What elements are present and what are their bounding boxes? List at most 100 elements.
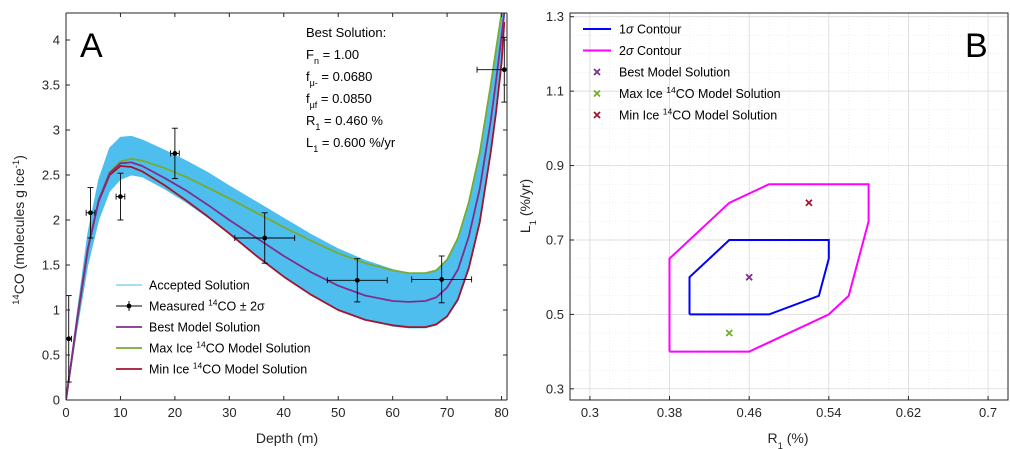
legend-marker	[593, 89, 601, 98]
panel-a-axes	[65, 12, 508, 401]
legend-item-max: Max Ice 14CO Model Solution	[116, 340, 311, 356]
panel-a-ylabel: 14CO (molecules g ice-1)	[11, 155, 28, 305]
measurements	[65, 36, 508, 383]
panel-a-ticks: 0 10 20 30 40 50 60 70 80 0 0.5 1 1.5 2 2.5 3 3.5 4	[42, 13, 509, 420]
measurement-marker	[354, 277, 360, 283]
best-solution-annotation: Best Solution: Fn = 1.00 fμ- = 0.0680 fμf =…	[306, 25, 396, 154]
legend-item-minpt: Min Ice 14CO Model Solution	[593, 107, 777, 123]
panel-a-legend: Accepted Solution Measured 14CO ± 2σ Best …	[116, 279, 311, 377]
measurement-point	[115, 172, 126, 221]
panel-b-axes	[569, 12, 1009, 401]
legend-marker	[593, 111, 601, 119]
y-tick-label: 0.5	[546, 307, 564, 322]
legend-marker	[593, 68, 601, 76]
y-tick-label: 1.5	[42, 258, 60, 273]
annotation-line: L1 = 0.600 %/yr	[306, 135, 396, 154]
legend-label: 1σ Contour	[619, 23, 681, 37]
legend-item-maxpt: Max Ice 14CO Model Solution	[593, 85, 781, 101]
y-tick-label: 3.5	[42, 78, 60, 93]
y-tick-label: 3	[53, 123, 60, 138]
x-marker-stroke	[805, 199, 813, 207]
measurement-point	[476, 36, 508, 103]
panel-a-xlabel: Depth (m)	[256, 430, 318, 446]
x-tick-label: 0.46	[737, 405, 762, 420]
legend-item-measured: Measured 14CO ± 2σ	[116, 298, 265, 314]
measurement-point	[170, 127, 180, 180]
legend-item-accepted: Accepted Solution	[116, 279, 250, 293]
measurement-marker	[501, 67, 507, 73]
measurement-point	[85, 187, 96, 239]
measurement-marker	[66, 336, 72, 342]
x-tick-label: 30	[222, 405, 236, 420]
min-model-line	[66, 21, 506, 400]
x-tick-label: 0.38	[657, 405, 682, 420]
panel-b-frame	[569, 12, 1009, 401]
panel-a-letter: A	[80, 27, 103, 65]
c1-contour-line	[688, 239, 830, 316]
y-tick-label: 2	[53, 213, 60, 228]
model-series	[66, 13, 506, 400]
annotation-line: fμ- = 0.0680	[306, 69, 372, 88]
y-tick-label: 1.1	[546, 84, 564, 99]
x-tick-label: 0	[62, 405, 69, 420]
y-tick-label: 0	[53, 393, 60, 408]
minpt-marker	[805, 199, 813, 207]
measurement-marker	[439, 277, 445, 282]
c2-contour-line	[668, 183, 870, 353]
legend-item-min: Min Ice 14CO Model Solution	[116, 361, 307, 377]
panel-b-ylabel: L1 (%/yr)	[517, 179, 539, 233]
annotation-line: Fn = 1.00	[306, 47, 359, 66]
max-model-line	[66, 13, 505, 400]
y-tick-label: 2.5	[42, 168, 60, 183]
panel-b-xlabel: R1 (%)	[767, 430, 808, 449]
x-tick-label: 40	[277, 405, 291, 420]
y-tick-label: 0.3	[546, 381, 564, 396]
legend-marker	[126, 303, 132, 309]
annotation-line: R1 = 0.460 %	[306, 113, 383, 132]
x-tick-label: 70	[440, 405, 454, 420]
annotation-line: fμf = 0.0850	[306, 91, 372, 110]
x-tick-label: 50	[331, 405, 345, 420]
y-tick-label: 1.3	[546, 9, 564, 24]
measurement-marker	[118, 194, 123, 200]
x-tick-label: 60	[385, 405, 399, 420]
legend-item-best: Best Model Solution	[116, 321, 260, 335]
maxpt-marker	[725, 329, 733, 337]
x-tick-label: 0.62	[896, 405, 921, 420]
model-points	[725, 199, 813, 337]
legend-label: Min Ice 14CO Model Solution	[619, 107, 777, 123]
y-tick-label: 1	[53, 303, 60, 318]
measurement-point	[234, 212, 296, 264]
x-marker-stroke	[725, 329, 733, 337]
best-model-line	[66, 13, 506, 400]
legend-label: Accepted Solution	[149, 279, 250, 293]
measurement-point	[326, 258, 388, 303]
panel-b-letter: B	[965, 27, 988, 65]
y-tick-label: 4	[53, 33, 60, 48]
legend-item-bestpt: Best Model Solution	[593, 66, 730, 80]
y-tick-label: 0.9	[546, 158, 564, 173]
annotation-title: Best Solution:	[306, 25, 386, 40]
x-tick-label: 0.54	[816, 405, 841, 420]
panel-a: A 0 10 20 30 40 50 60 70 80 0 0.5 1 1.5 2 2.5 3 3.5 4 Dep…	[11, 12, 509, 446]
contours	[668, 183, 870, 353]
legend-item-c2: 2σ Contour	[583, 44, 681, 58]
x-tick-label: 20	[168, 405, 182, 420]
x-tick-label: 0.3	[581, 405, 599, 420]
x-tick-label: 10	[113, 405, 127, 420]
legend-label: Measured 14CO ± 2σ	[149, 298, 265, 314]
legend-label: Best Model Solution	[619, 66, 730, 80]
measurement-marker	[262, 235, 268, 241]
measurement-point	[411, 255, 473, 304]
legend-label: Max Ice 14CO Model Solution	[619, 85, 781, 101]
x-tick-label: 0.7	[979, 405, 997, 420]
x-marker-stroke	[745, 273, 753, 281]
panel-b-ticks: 0.3 0.38 0.46 0.54 0.62 0.7 0.3 0.5 0.7 0.9 1.1 1.3	[546, 9, 997, 420]
legend-item-c1: 1σ Contour	[583, 23, 681, 37]
x-tick-label: 80	[494, 405, 508, 420]
legend-label: Best Model Solution	[149, 321, 260, 335]
measurement-marker	[172, 151, 178, 156]
legend-label: 2σ Contour	[619, 44, 681, 58]
y-tick-label: 0.7	[546, 232, 564, 247]
